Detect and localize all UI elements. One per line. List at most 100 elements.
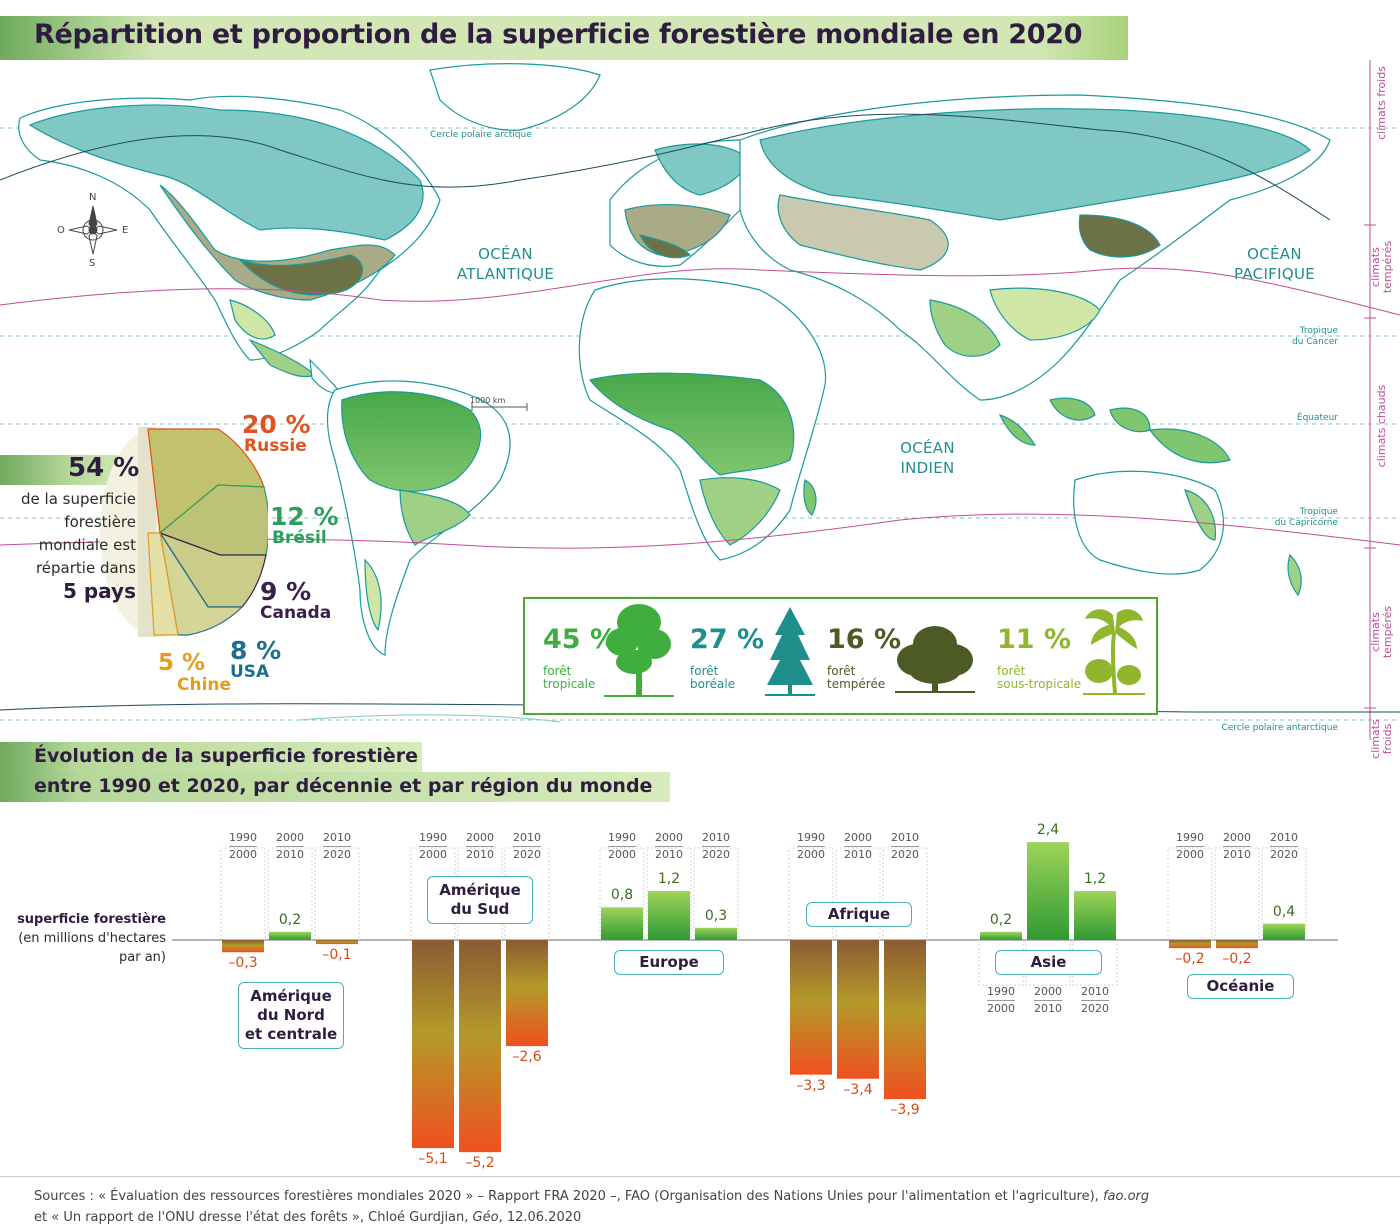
asia xyxy=(739,94,1331,401)
climate-temperate-north-l2: tempérés xyxy=(1381,240,1394,294)
scale-bar xyxy=(471,403,528,411)
compass-o: O xyxy=(57,225,65,236)
section2-title-line1: Évolution de la superficie forestière xyxy=(34,745,418,767)
country-bresil-pct: 12 % xyxy=(270,502,339,531)
greenland xyxy=(429,63,601,131)
decade-label: 1990 2000 xyxy=(602,830,642,863)
share-line-3: mondiale est xyxy=(38,536,136,554)
legend-temperate-pct: 16 % xyxy=(827,624,902,655)
decade-start: 2010 xyxy=(702,830,730,847)
decade-start: 1990 xyxy=(608,830,636,847)
se-asia-islands xyxy=(998,397,1231,464)
axis-label-l2: (en millions d'hectares xyxy=(18,931,166,946)
decade-end: 2000 xyxy=(608,848,636,861)
decade-label: 2010 2020 xyxy=(1264,830,1304,863)
legend-temperate-l1: forêt xyxy=(827,664,856,678)
bar xyxy=(884,940,926,1100)
share-line-4: répartie dans xyxy=(35,559,136,577)
country-bresil-name: Brésil xyxy=(272,528,327,548)
decade-start: 2000 xyxy=(655,830,683,847)
decade-label: 2000 2010 xyxy=(460,830,500,863)
legend-boreal-l2: boréale xyxy=(690,677,736,691)
bar xyxy=(316,940,358,945)
bar xyxy=(506,940,548,1047)
ocean-indian-label: OCÉAN INDIEN xyxy=(885,438,970,478)
sources-line2-c: , 12.06.2020 xyxy=(498,1210,582,1225)
decade-start: 2010 xyxy=(1270,830,1298,847)
capricorn-label-l1: Tropique xyxy=(1299,507,1338,517)
region-south-america: Amérique du Sud xyxy=(427,876,533,924)
sources: Sources : « Évaluation des ressources fo… xyxy=(34,1186,1149,1228)
bar-value-label: –3,3 xyxy=(796,1077,826,1094)
bar xyxy=(459,940,501,1153)
cancer-label: Tropique du Cancer xyxy=(1282,326,1338,348)
ocean-pacific-l2: PACIFIQUE xyxy=(1234,265,1315,283)
bar-value-label: –3,4 xyxy=(843,1081,873,1098)
bar-value-label: 1,2 xyxy=(1083,871,1107,888)
bar-value-label: –2,6 xyxy=(512,1049,542,1066)
decade-start: 2010 xyxy=(323,830,351,847)
equator-label: Équateur xyxy=(1296,413,1338,423)
compass-e: E xyxy=(122,225,129,236)
decade-end: 2000 xyxy=(797,848,825,861)
sources-line1-a: Sources : « Évaluation des ressources fo… xyxy=(34,1189,1103,1204)
legend-boreal-label: forêt boréale xyxy=(690,665,735,691)
region-europe: Europe xyxy=(614,950,724,975)
temperate-tree-icon xyxy=(895,626,975,693)
decade-end: 2010 xyxy=(1223,848,1251,861)
sources-line1-b: fao.org xyxy=(1102,1189,1150,1204)
bar-value-label: 0,2 xyxy=(278,911,302,928)
north-america xyxy=(18,95,441,394)
axis-label-l1: superficie forestière xyxy=(17,912,166,927)
ocean-indian-l1: OCÉAN xyxy=(900,439,955,457)
decade-label: 2000 2010 xyxy=(838,830,878,863)
country-chine-name: Chine xyxy=(177,675,232,695)
bar xyxy=(648,891,690,940)
title-band xyxy=(0,16,1128,60)
decade-end: 2010 xyxy=(276,848,304,861)
region-north-america-l1: Amérique xyxy=(250,987,332,1005)
region-south-america-l2: du Sud xyxy=(450,900,510,918)
decade-end: 2020 xyxy=(323,848,351,861)
decade-label: 2000 2010 xyxy=(270,830,310,863)
pie-chine xyxy=(147,532,179,636)
forest-change-chart xyxy=(172,842,1338,1153)
decade-label: 2000 2010 xyxy=(1028,984,1068,1017)
pie-usa xyxy=(159,532,244,636)
page-title: Répartition et proportion de la superfic… xyxy=(34,19,1083,50)
share-line-1: de la superficie xyxy=(21,490,136,508)
decade-start: 1990 xyxy=(419,830,447,847)
sources-line-2: et « Un rapport de l'ONU dresse l'état d… xyxy=(34,1207,1149,1228)
sources-line2-b: Géo xyxy=(472,1210,499,1225)
decade-end: 2000 xyxy=(987,1002,1015,1015)
south-america xyxy=(326,380,511,656)
section2-band-1 xyxy=(0,742,422,772)
legend-temperate-l2: tempérée xyxy=(827,677,886,691)
decade-start: 2010 xyxy=(1081,984,1109,1001)
decade-start: 2000 xyxy=(844,830,872,847)
country-russie-pct: 20 % xyxy=(242,410,311,439)
bar-value-label: –0,3 xyxy=(228,955,258,972)
climate-cold-north: climats froids xyxy=(1375,66,1388,140)
climate-temperate-south: climats tempérés xyxy=(1369,592,1394,672)
compass-rose-icon xyxy=(68,205,118,255)
bar-value-label: 1,2 xyxy=(657,871,681,888)
ocean-atlantic-l1: OCÉAN xyxy=(478,245,533,263)
legend-tropical-pct: 45 % xyxy=(543,624,618,655)
ocean-atlantic-l2: ATLANTIQUE xyxy=(456,265,555,283)
region-north-america-l3: et centrale xyxy=(244,1025,338,1043)
share-diagram xyxy=(100,427,268,637)
decade-start: 2000 xyxy=(466,830,494,847)
antarctic-coast xyxy=(299,714,561,723)
bar-value-label: 0,8 xyxy=(610,887,634,904)
legend-tropical-l1: forêt xyxy=(543,664,572,678)
ocean-atlantic-label: OCÉAN ATLANTIQUE xyxy=(448,244,563,284)
decade-start: 1990 xyxy=(797,830,825,847)
decade-label: 2010 2020 xyxy=(696,830,736,863)
legend-subtropical-l2: sous-tropicale xyxy=(997,677,1082,691)
decade-end: 2000 xyxy=(229,848,257,861)
region-asia-l1: Asie xyxy=(1030,953,1067,971)
region-asia: Asie xyxy=(995,950,1102,975)
europe xyxy=(609,139,756,267)
decade-start: 2010 xyxy=(891,830,919,847)
